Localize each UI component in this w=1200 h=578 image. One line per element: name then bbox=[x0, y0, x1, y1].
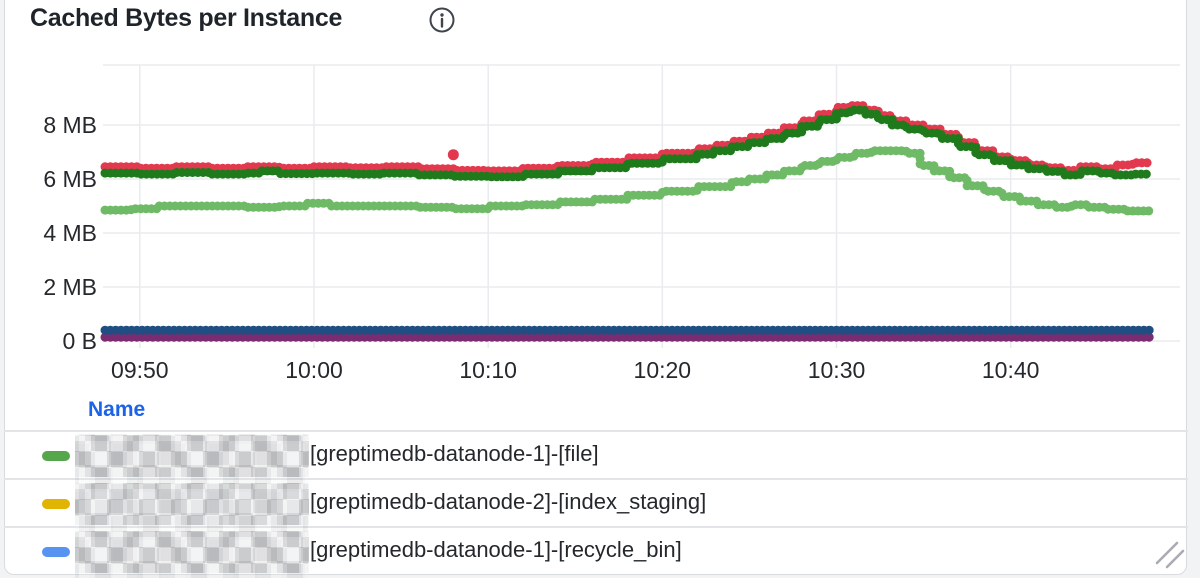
series-label[interactable]: [greptimedb-datanode-1]-[file] bbox=[310, 441, 599, 466]
legend-row[interactable]: [greptimedb-datanode-1]-[recycle_bin] bbox=[4, 526, 1188, 574]
series-line-dark-green-series bbox=[100, 105, 1155, 182]
legend-table: Name [greptimedb-datanode-1]-[file] [grep… bbox=[4, 392, 1188, 575]
y-tick-label: 0 B bbox=[62, 328, 97, 354]
redacted-text bbox=[75, 531, 309, 573]
x-tick-label: 10:20 bbox=[634, 357, 692, 383]
info-icon[interactable] bbox=[427, 6, 457, 36]
legend-row[interactable]: [greptimedb-datanode-1]-[file] bbox=[4, 430, 1188, 478]
time-series-chart[interactable]: 0 B 2 MB 4 MB 6 MB 8 MB 09:50 10:00 10:10 10:20 1… bbox=[0, 0, 1200, 392]
redacted-text bbox=[75, 483, 309, 525]
y-tick-label: 4 MB bbox=[43, 220, 97, 246]
x-tick-label: 09:50 bbox=[111, 357, 169, 383]
series-line-light-green-series bbox=[100, 146, 1155, 216]
redacted-text bbox=[75, 435, 309, 477]
y-tick-label: 8 MB bbox=[43, 112, 97, 138]
series-label[interactable]: [greptimedb-datanode-2]-[index_staging] bbox=[310, 489, 707, 514]
outlier-point bbox=[447, 149, 459, 161]
resize-handle-icon[interactable] bbox=[1150, 536, 1190, 572]
series-color-indicator bbox=[42, 451, 70, 461]
x-tick-label: 10:40 bbox=[982, 357, 1040, 383]
legend-row[interactable]: [greptimedb-datanode-2]-[index_staging] bbox=[4, 478, 1188, 526]
panel-title: Cached Bytes per Instance bbox=[30, 4, 343, 32]
series-color-indicator bbox=[42, 547, 70, 557]
x-tick-label: 10:30 bbox=[808, 357, 866, 383]
x-tick-label: 10:10 bbox=[459, 357, 517, 383]
info-icon-glyph bbox=[429, 7, 455, 33]
y-tick-label: 2 MB bbox=[43, 274, 97, 300]
y-tick-label: 6 MB bbox=[43, 166, 97, 192]
legend-column-header-name[interactable]: Name bbox=[88, 398, 146, 421]
x-tick-label: 10:00 bbox=[285, 357, 343, 383]
series-label[interactable]: [greptimedb-datanode-1]-[recycle_bin] bbox=[310, 537, 682, 562]
series-color-indicator bbox=[42, 499, 70, 509]
